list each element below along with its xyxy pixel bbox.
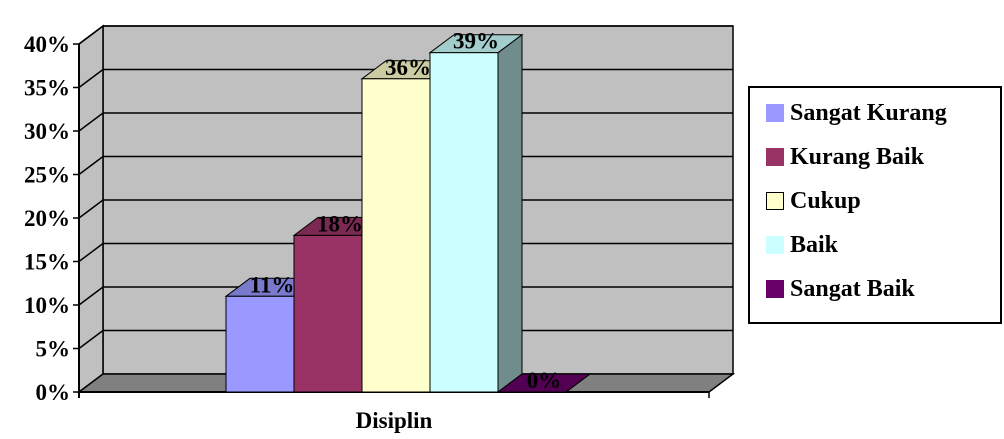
bar: [361, 78, 431, 393]
data-label: 39%: [453, 29, 499, 54]
legend-swatch: [766, 236, 784, 254]
legend-swatch: [766, 104, 784, 122]
y-tick-label: 40%: [24, 32, 70, 57]
legend-swatch: [766, 148, 784, 166]
axes: 0% 5% 10% 15% 20% 25% 30% 35% 40%: [24, 32, 710, 405]
legend-swatch: [766, 192, 784, 210]
y-tick-label: 35%: [24, 76, 70, 101]
y-tick-label: 10%: [24, 293, 70, 318]
category-label: Disiplin: [356, 408, 433, 433]
gridline: [78, 242, 733, 263]
legend-label: Sangat Kurang: [790, 99, 947, 126]
gridline: [78, 329, 733, 350]
bar-top: [496, 373, 592, 393]
bar: [225, 295, 295, 393]
gridline: [78, 25, 733, 45]
gridline: [78, 112, 733, 132]
legend-item: Baik: [766, 230, 838, 260]
labels: Disiplin 11% 18% 36% 39% 0%: [250, 29, 562, 433]
y-tick-label: 5%: [36, 337, 71, 362]
bars: [224, 33, 592, 393]
legend-swatch: [766, 280, 784, 298]
y-tick-label: 15%: [24, 250, 70, 275]
gridline: [78, 155, 733, 176]
bar: [429, 52, 499, 393]
legend-label: Kurang Baik: [790, 143, 925, 170]
gridline: [78, 199, 733, 219]
data-label: 11%: [250, 272, 295, 297]
legend-label: Baik: [790, 231, 839, 258]
chart-legend: Sangat Kurang Kurang Baik Cukup Baik Sangat …: [748, 86, 1002, 324]
bar-side: [497, 33, 523, 393]
y-tick-label: 25%: [24, 163, 70, 188]
data-label: 36%: [385, 55, 431, 80]
y-tick-label: 30%: [24, 119, 70, 144]
data-label: 18%: [317, 211, 363, 236]
legend-item: Cukup: [766, 186, 861, 216]
gridlines: [78, 25, 733, 350]
y-tick-label: 0%: [36, 380, 71, 405]
gridline: [78, 68, 733, 89]
gridline: [78, 286, 733, 306]
y-tick-label: 20%: [24, 206, 70, 231]
bar: [293, 234, 363, 393]
legend-item: Kurang Baik: [766, 142, 924, 172]
legend-item: Sangat Kurang: [766, 98, 947, 128]
legend-label: Sangat Baik: [790, 275, 915, 302]
legend-item: Sangat Baik: [766, 274, 915, 304]
legend-label: Cukup: [790, 187, 861, 214]
data-label: 0%: [527, 368, 562, 393]
